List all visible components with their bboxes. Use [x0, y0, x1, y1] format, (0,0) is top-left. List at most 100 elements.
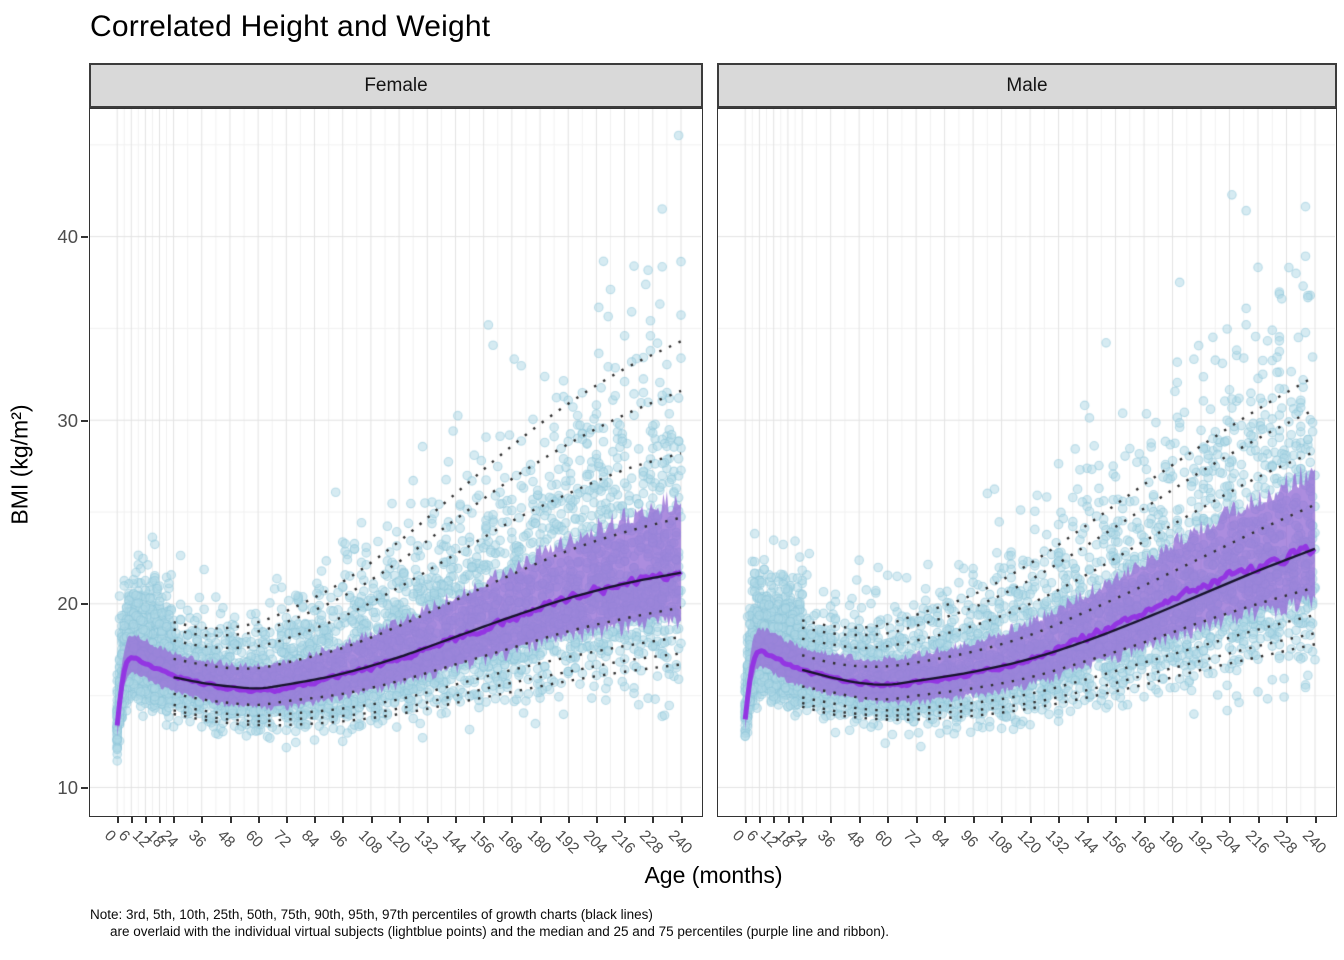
x-tick-mark: [455, 817, 458, 823]
facet-strip-male: Male: [717, 63, 1337, 108]
x-tick-mark: [1001, 817, 1004, 823]
y-tick-mark: [81, 236, 88, 239]
x-tick-label: 216: [1241, 827, 1272, 858]
x-tick-mark: [652, 817, 655, 823]
y-tick-mark: [81, 787, 88, 790]
x-tick-label: 36: [814, 827, 839, 852]
x-tick-label: 24: [785, 827, 810, 852]
x-tick-mark: [744, 817, 747, 823]
x-tick-label: 192: [1184, 827, 1215, 858]
x-tick-mark: [229, 817, 232, 823]
y-tick-label: 20: [57, 593, 78, 615]
y-axis-title: BMI (kg/m²): [6, 404, 33, 525]
chart-title: Correlated Height and Weight: [90, 10, 491, 43]
x-tick-label: 144: [1070, 827, 1101, 858]
x-tick-label: 60: [871, 827, 896, 852]
female-plot-canvas: [90, 109, 701, 815]
x-tick-label: 180: [523, 827, 554, 858]
x-tick-mark: [173, 817, 176, 823]
x-tick-mark: [1115, 817, 1118, 823]
x-tick-mark: [1172, 817, 1175, 823]
x-tick-label: 72: [899, 827, 924, 852]
x-tick-label: 24: [157, 827, 182, 852]
facet-strip-label: Male: [1006, 74, 1048, 96]
x-tick-label: 192: [551, 827, 583, 858]
y-tick-label: 30: [57, 409, 78, 431]
x-tick-mark: [144, 817, 147, 823]
x-tick-mark: [830, 817, 833, 823]
x-tick-label: 240: [1298, 827, 1329, 858]
x-tick-mark: [680, 817, 683, 823]
x-tick-mark: [1314, 817, 1317, 823]
x-tick-mark: [511, 817, 514, 823]
x-tick-mark: [116, 817, 119, 823]
x-tick-mark: [787, 817, 790, 823]
x-tick-mark: [972, 817, 975, 823]
y-tick-label: 10: [57, 777, 78, 799]
x-tick-label: 144: [439, 827, 470, 858]
x-tick-label: 240: [664, 827, 695, 858]
x-tick-label: 120: [382, 827, 413, 858]
x-tick-mark: [1029, 817, 1032, 823]
x-tick-label: 228: [636, 827, 667, 858]
x-tick-mark: [285, 817, 288, 823]
x-axis-title: Age (months): [644, 862, 783, 888]
x-tick-mark: [1058, 817, 1061, 823]
x-tick-label: 168: [1127, 827, 1158, 858]
x-tick-mark: [370, 817, 373, 823]
x-tick-label: 96: [956, 827, 981, 852]
x-tick-label: 108: [354, 827, 385, 858]
male-plot-canvas: [718, 109, 1335, 815]
y-tick-mark: [81, 419, 88, 422]
x-tick-mark: [1229, 817, 1232, 823]
x-tick-mark: [624, 817, 627, 823]
x-tick-label: 36: [185, 827, 210, 852]
x-tick-mark: [1286, 817, 1289, 823]
x-tick-label: 156: [1099, 827, 1130, 858]
x-tick-mark: [342, 817, 345, 823]
x-tick-mark: [1086, 817, 1089, 823]
x-tick-label: 216: [608, 827, 639, 858]
x-tick-mark: [1200, 817, 1203, 823]
x-tick-mark: [858, 817, 861, 823]
x-tick-mark: [539, 817, 542, 823]
x-tick-label: 96: [326, 827, 351, 852]
x-tick-label: 48: [213, 827, 238, 852]
x-tick-mark: [426, 817, 429, 823]
footnote-line-1: Note: 3rd, 5th, 10th, 25th, 50th, 75th, …: [90, 907, 653, 922]
x-tick-label: 48: [842, 827, 867, 852]
x-tick-mark: [201, 817, 204, 823]
facet-strip-female: Female: [89, 63, 703, 108]
x-tick-mark: [801, 817, 804, 823]
x-tick-mark: [944, 817, 947, 823]
facet-strip-label: Female: [364, 74, 428, 96]
y-tick-mark: [81, 603, 88, 606]
x-tick-label: 168: [495, 827, 526, 858]
x-tick-mark: [915, 817, 918, 823]
x-tick-label: 84: [928, 827, 953, 852]
y-tick-label: 40: [57, 226, 78, 248]
x-tick-mark: [1257, 817, 1260, 823]
x-tick-mark: [483, 817, 486, 823]
x-tick-label: 228: [1270, 827, 1301, 858]
x-tick-label: 72: [269, 827, 295, 852]
x-tick-label: 60: [241, 827, 266, 852]
footnote: Note: 3rd, 5th, 10th, 25th, 50th, 75th, …: [90, 906, 889, 940]
x-tick-mark: [130, 817, 133, 823]
x-tick-mark: [257, 817, 260, 823]
x-tick-label: 84: [298, 827, 323, 852]
x-tick-mark: [1143, 817, 1146, 823]
x-tick-mark: [596, 817, 599, 823]
x-tick-mark: [773, 817, 776, 823]
x-tick-label: 204: [579, 827, 611, 858]
x-tick-label: 204: [1213, 827, 1244, 858]
x-tick-mark: [887, 817, 890, 823]
x-tick-label: 120: [1013, 827, 1044, 858]
x-tick-label: 108: [985, 827, 1016, 858]
x-tick-mark: [759, 817, 762, 823]
x-tick-label: 180: [1156, 827, 1187, 858]
x-tick-label: 156: [467, 827, 498, 858]
x-tick-label: 132: [1042, 827, 1073, 858]
x-tick-mark: [398, 817, 401, 823]
